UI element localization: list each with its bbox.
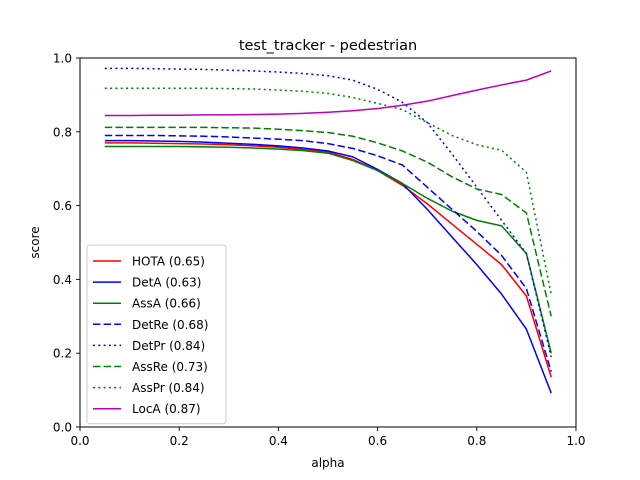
chart-title: test_tracker - pedestrian bbox=[239, 38, 417, 54]
series-line-2 bbox=[104, 139, 552, 394]
x-tick-label: 0.0 bbox=[70, 434, 89, 448]
legend-label: AssA (0.66) bbox=[132, 297, 201, 311]
y-axis: 0.0 0.2 0.4 0.6 0.8 1.0 bbox=[53, 52, 80, 435]
series-line-6 bbox=[104, 126, 552, 317]
legend: HOTA (0.65) DetA (0.63) AssA (0.66) DetRe (… bbox=[86, 244, 227, 425]
plot-frame bbox=[79, 57, 577, 428]
series-line-1 bbox=[104, 142, 552, 378]
y-tick-label: 1.0 bbox=[53, 52, 72, 66]
series-line-4 bbox=[104, 134, 552, 372]
legend-label: DetRe (0.68) bbox=[132, 318, 208, 332]
legend-label: AssPr (0.84) bbox=[132, 381, 205, 395]
y-tick-label: 0.6 bbox=[53, 199, 72, 213]
series-layer bbox=[104, 67, 552, 394]
y-tick-label: 0.8 bbox=[53, 125, 72, 139]
x-tick-label: 0.6 bbox=[368, 434, 387, 448]
x-tick-label: 1.0 bbox=[566, 434, 585, 448]
legend-label: AssRe (0.73) bbox=[132, 360, 208, 374]
x-axis-label: alpha bbox=[311, 456, 344, 470]
x-tick-label: 0.4 bbox=[269, 434, 288, 448]
x-tick-label: 0.8 bbox=[467, 434, 486, 448]
y-tick-label: 0.0 bbox=[53, 421, 72, 435]
series-line-7 bbox=[104, 87, 552, 295]
legend-box bbox=[86, 244, 227, 425]
x-tick-label: 0.2 bbox=[170, 434, 189, 448]
series-line-8 bbox=[104, 70, 552, 117]
y-tick-label: 0.4 bbox=[53, 273, 72, 287]
y-axis-label: score bbox=[28, 226, 42, 258]
series-line-5 bbox=[104, 67, 552, 358]
legend-label: DetPr (0.84) bbox=[132, 339, 205, 353]
x-axis: 0.0 0.2 0.4 0.6 0.8 1.0 bbox=[70, 427, 586, 448]
legend-label: DetA (0.63) bbox=[132, 276, 201, 290]
series-line-3 bbox=[104, 145, 552, 354]
legend-label: LocA (0.87) bbox=[132, 402, 201, 416]
legend-label: HOTA (0.65) bbox=[132, 255, 205, 269]
y-tick-label: 0.2 bbox=[53, 347, 72, 361]
